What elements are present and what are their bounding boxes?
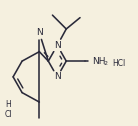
Text: N: N — [54, 72, 61, 81]
Text: N: N — [54, 41, 61, 50]
Text: Cl: Cl — [4, 110, 12, 119]
Text: H: H — [6, 100, 11, 109]
Text: NH: NH — [93, 57, 106, 66]
Text: 2: 2 — [104, 61, 108, 66]
Text: HCl: HCl — [112, 58, 125, 68]
Text: N: N — [36, 28, 43, 37]
